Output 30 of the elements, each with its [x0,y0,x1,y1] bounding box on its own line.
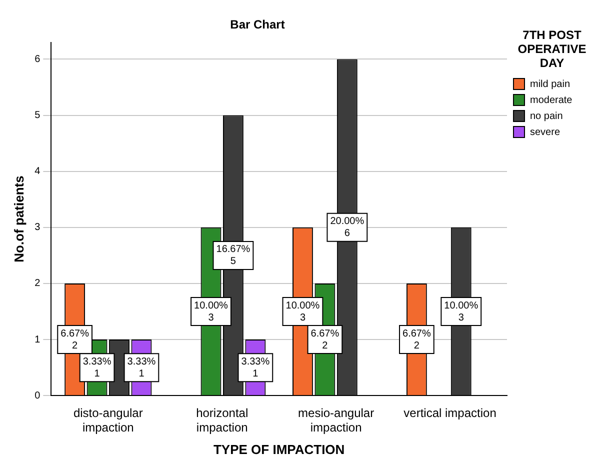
y-tick-label: 4 [34,166,41,178]
x-axis-title: TYPE OF IMPACTION [213,442,345,457]
legend-label: no pain [530,110,563,122]
data-label: 6.67% 2 [60,328,90,352]
legend-title: 7TH POST OPERATIVE DAY [516,28,588,70]
y-tick-label: 5 [34,110,41,122]
data-label: 10.00% 3 [444,300,478,324]
y-tick-label: 0 [34,390,41,402]
y-tick-label: 1 [34,334,41,346]
legend-label: moderate [530,94,572,106]
x-tick-label: vertical impaction [404,406,496,420]
legend-label: severe [530,126,560,138]
data-label: 6.67% 2 [310,328,340,352]
data-label: 10.00% 3 [286,300,320,324]
y-tick-label: 3 [34,222,41,234]
legend-label: mild pain [530,78,570,90]
y-axis-title: No.of patients [11,176,26,262]
x-tick-label: mesio-angular impaction [298,406,374,435]
data-label: 16.67% 5 [216,244,250,268]
x-tick-label: disto-angular impaction [73,406,143,435]
x-tick-label: horizontal impaction [196,406,248,435]
y-tick-label: 6 [34,54,41,65]
data-label: 3.33% 1 [127,356,156,380]
y-tick-label: 2 [34,278,41,290]
data-label: 3.33% 1 [241,356,270,380]
data-label: 3.33% 1 [82,356,112,380]
data-label: 10.00% 3 [194,300,228,324]
chart-title: Bar Chart [230,18,285,32]
data-label: 6.67% 2 [402,328,431,352]
data-label: 20.00% 6 [330,216,364,240]
